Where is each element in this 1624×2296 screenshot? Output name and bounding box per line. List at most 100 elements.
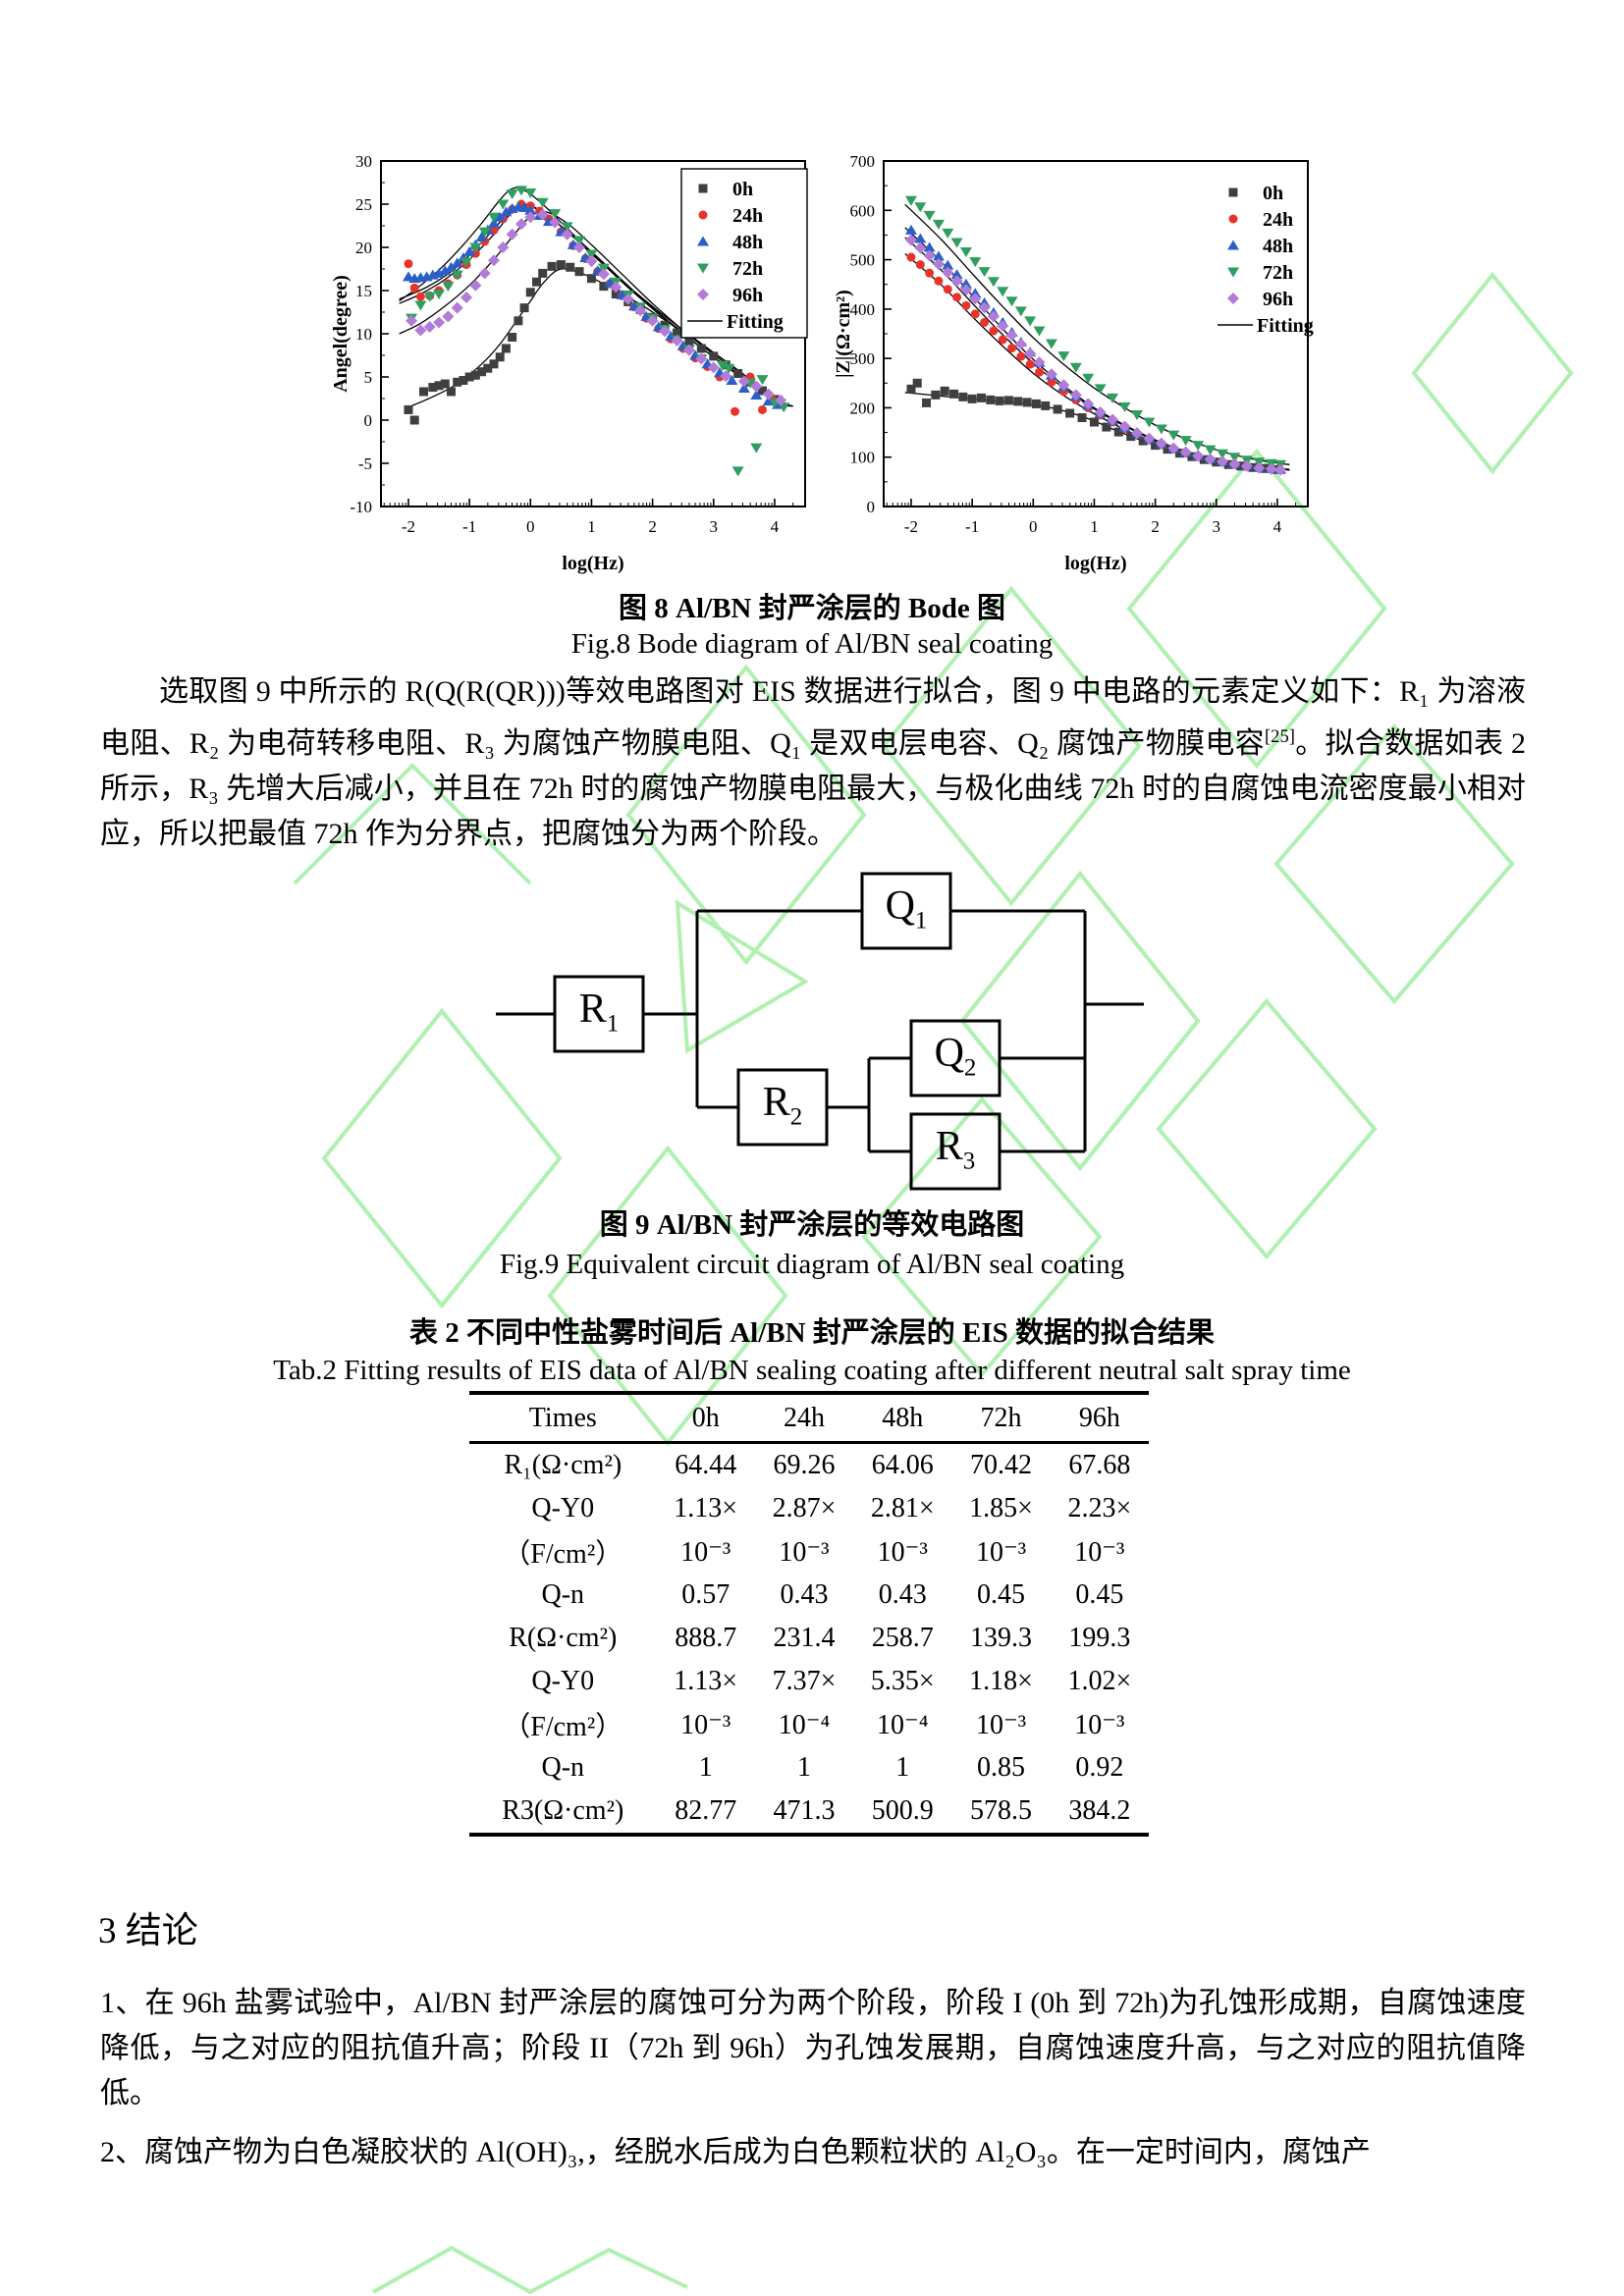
legend-label: 96h [1263,289,1293,310]
legend-label: 48h [732,232,763,253]
table-cell: 10⁻³ [779,1537,830,1568]
table-cell: 10⁻³ [680,1537,731,1568]
table-cell: 1 [796,1752,811,1783]
intro-paragraph: 选取图 9 中所示的 R(Q(R(QR)))等效电路图对 EIS 数据进行拟合，… [100,669,1526,857]
table-cell: 1.02× [1067,1666,1132,1696]
table-cell: 70.42 [970,1450,1033,1480]
axes: -2 -1 0 1 2 3 4 0 100 200 300 400 500 600 700 [850,152,1309,536]
circuit-label-q1: Q1 [885,882,928,934]
equivalent-circuit-diagram [496,872,1144,1191]
table-cell: 10⁻³ [975,1710,1027,1740]
table-row: Q-Y0 1.13× 2.87× 2.81× 1.85× 2.23× [469,1487,1149,1530]
table-header-cell: 24h [783,1402,825,1433]
table-row-label: R₁(Ω·cm²) [504,1450,623,1480]
legend-label: 72h [732,258,763,280]
table-cell: 1.13× [674,1493,738,1523]
legend: 0h 24h 48h 72h 96h Fitting [1218,183,1314,337]
x-tick-label: 2 [1151,517,1160,536]
series-72h [904,195,1287,470]
table-row-label: （F/cm²） [503,1539,623,1570]
legend: 0h 24h 48h 72h 96h Fitting [680,168,808,339]
series-96h [904,234,1287,476]
table-header-row: Times 0h 24h 48h 72h 96h [469,1395,1149,1444]
legend-label-fitting: Fitting [1257,315,1314,337]
table-row: Q-Y0 1.13× 7.37× 5.35× 1.18× 1.02× [469,1660,1149,1703]
table-row: Q-n 0.57 0.43 0.43 0.45 0.45 [469,1574,1149,1617]
y-tick-label: 700 [850,152,876,171]
table-row: R₁(Ω·cm²) 64.44 69.26 64.06 70.42 67.68 [469,1444,1149,1487]
y-tick-label: 300 [850,349,876,368]
table-cell: 1 [698,1752,713,1783]
legend-label: 0h [732,179,753,200]
table-header-cell: 96h [1078,1402,1120,1433]
table-cell: 0.57 [681,1579,731,1610]
table-cell: 1.85× [969,1493,1033,1523]
y-tick-label: 15 [355,282,372,300]
table-row: R(Ω·cm²) 888.7 231.4 258.7 139.3 199.3 [469,1617,1149,1660]
table-cell: 471.3 [773,1795,836,1826]
table-header-cell: 0h [691,1402,720,1433]
series-0h [404,260,780,425]
circuit-label-r3: R3 [935,1123,976,1175]
table-cell: 0.85 [977,1752,1026,1783]
conclusion-item-1: 1、在 96h 盐雾试验中，Al/BN 封严涂层的腐蚀可分为两个阶段，阶段 I … [100,1987,1526,2109]
table2-caption-en: Tab.2 Fitting results of EIS data of Al/… [273,1355,1351,1386]
conclusion-heading: 3 结论 [98,1911,198,1951]
y-tick-label: -5 [358,454,372,473]
figure9-caption-en: Fig.9 Equivalent circuit diagram of Al/B… [499,1249,1125,1280]
table-cell: 82.77 [675,1795,737,1826]
y-tick-label: 400 [850,300,876,319]
table-row-label: R3(Ω·cm²) [502,1795,624,1826]
x-tick-label: 3 [710,517,719,536]
legend-label: 24h [1263,209,1293,231]
legend-label: 96h [732,285,763,306]
intro-text-1: 选取图 9 中所示的 R(Q(R(QR)))等效电路图对 EIS 数据进行拟合，… [100,675,1526,760]
x-axis-label: log(Hz) [562,553,623,574]
table-cell: 0.92 [1075,1752,1124,1783]
table-cell: 0.45 [1075,1579,1124,1610]
x-axis-label: log(Hz) [1064,553,1126,574]
table-cell: 888.7 [675,1623,737,1653]
table-cell: 64.44 [675,1450,737,1480]
table-cell: 1 [895,1752,910,1783]
table-row: （F/cm²） 10⁻³ 10⁻³ 10⁻³ 10⁻³ 10⁻³ [469,1530,1149,1574]
figure9-caption-zh: 图 9 Al/BN 封严涂层的等效电路图 [599,1209,1025,1241]
table-cell: 2.87× [772,1493,837,1523]
table-cell: 67.68 [1068,1450,1131,1480]
table-cell: 199.3 [1068,1623,1131,1653]
table-row: R3(Ω·cm²) 82.77 471.3 500.9 578.5 384.2 [469,1789,1149,1833]
legend-label-fitting: Fitting [727,311,784,333]
table-cell: 10⁻⁴ [778,1710,831,1740]
table-row-label: Q-Y0 [531,1493,595,1523]
legend-label: 72h [1263,262,1293,284]
x-tick-label: -1 [462,517,476,536]
circuit-label-r2: R2 [762,1079,803,1131]
table-header-cell: 48h [882,1402,924,1433]
y-tick-label: 10 [355,325,372,344]
table-cell: 2.81× [870,1493,935,1523]
table-cell: 1.13× [674,1666,738,1696]
series-96h [406,208,787,406]
x-tick-label: 4 [1273,517,1282,536]
table-cell: 139.3 [970,1623,1033,1653]
table-row: （F/cm²） 10⁻³ 10⁻⁴ 10⁻⁴ 10⁻³ 10⁻³ [469,1703,1149,1746]
y-tick-label: 25 [355,195,372,214]
x-tick-label: -1 [965,517,979,536]
x-tick-label: 3 [1213,517,1221,536]
circuit-label-r1: R1 [578,986,620,1038]
table-cell: 1.18× [969,1666,1033,1696]
y-tick-label: 500 [850,251,876,270]
x-tick-label: 4 [771,517,780,536]
table-cell: 10⁻³ [1074,1710,1125,1740]
y-tick-label: 600 [850,201,876,220]
x-tick-label: 1 [587,517,596,536]
table-cell: 0.45 [977,1579,1026,1610]
y-axis-label: |Z|(Ω·cm²) [835,290,854,378]
conclusion-item-2: 2、腐蚀产物为白色凝胶状的 Al(OH)₃,，经脱水后成为白色颗粒状的 Al₂O… [100,2136,1371,2168]
y-tick-label: 100 [850,449,876,467]
y-tick-label: 5 [364,368,373,387]
table-cell: 578.5 [970,1795,1033,1826]
intro-text-2: 。拟合数据如表 2 所示，R₃ 先增大后减小，并且在 72h 时的腐蚀产物膜电阻… [100,727,1527,850]
